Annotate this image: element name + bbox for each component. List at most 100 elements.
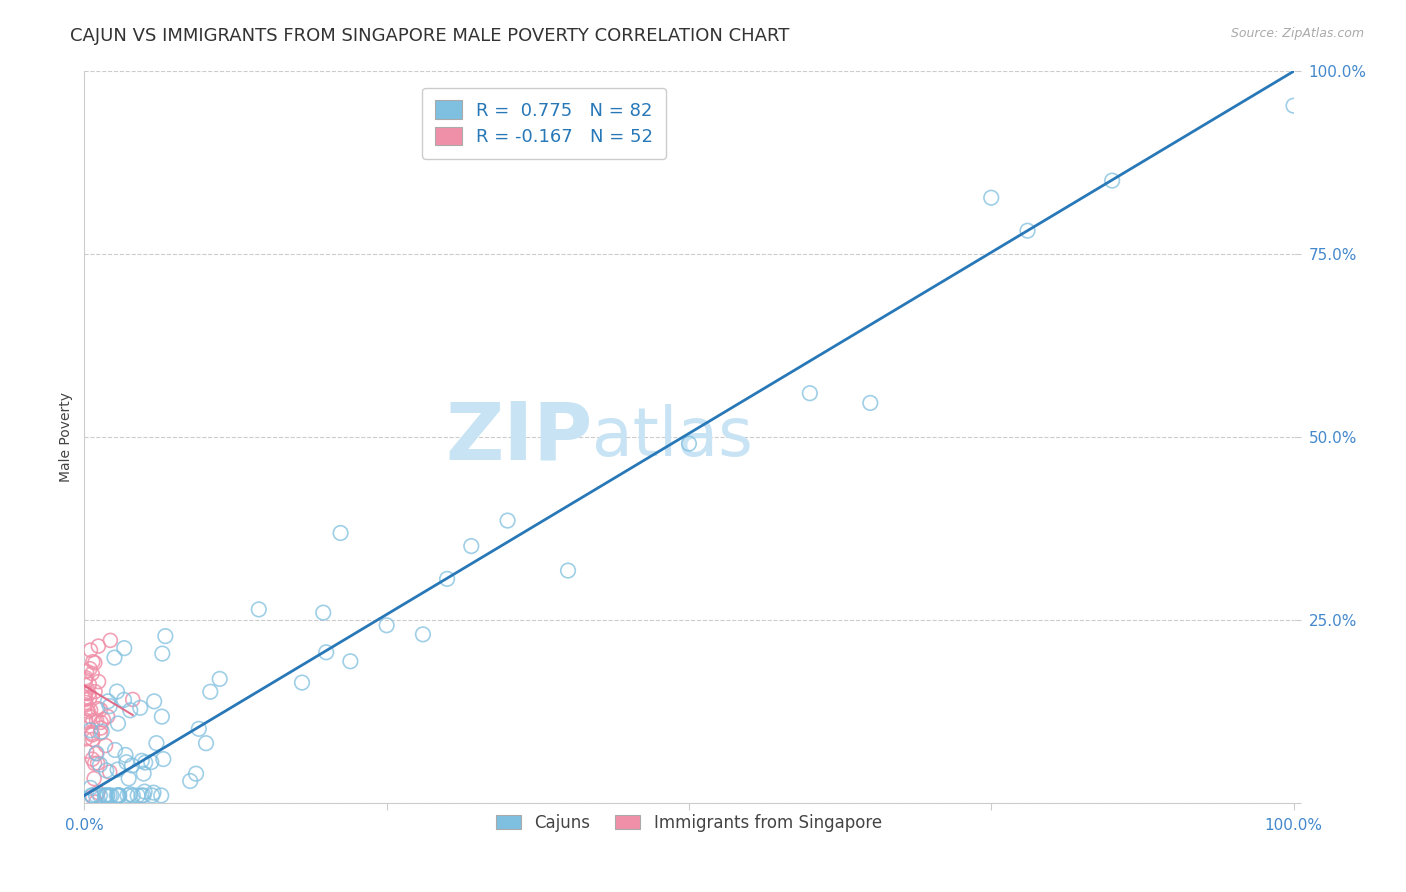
Point	[75, 698, 97, 712]
Point	[436, 572, 458, 586]
Point	[93, 789, 115, 803]
Point	[90, 724, 112, 739]
Point	[107, 763, 129, 777]
Point	[97, 709, 120, 723]
Point	[150, 709, 173, 723]
Point	[79, 677, 101, 691]
Point	[1017, 224, 1039, 238]
Text: CAJUN VS IMMIGRANTS FROM SINGAPORE MALE POVERTY CORRELATION CHART: CAJUN VS IMMIGRANTS FROM SINGAPORE MALE …	[70, 27, 790, 45]
Point	[107, 716, 129, 731]
Point	[79, 709, 101, 723]
Point	[75, 686, 97, 700]
Point	[107, 789, 129, 803]
Point	[83, 656, 105, 670]
Point	[141, 789, 163, 803]
Point	[142, 786, 165, 800]
Point	[96, 764, 118, 778]
Point	[82, 728, 104, 742]
Point	[75, 731, 97, 746]
Point	[77, 705, 100, 719]
Point	[89, 789, 111, 803]
Point	[150, 647, 173, 661]
Point	[75, 696, 97, 710]
Point	[496, 514, 519, 528]
Point	[75, 692, 97, 706]
Point	[82, 732, 104, 747]
Point	[97, 694, 120, 708]
Point	[79, 662, 101, 676]
Point	[184, 766, 207, 780]
Point	[112, 641, 135, 656]
Point	[291, 675, 314, 690]
Point	[150, 789, 173, 803]
Point	[82, 789, 104, 804]
Point	[75, 713, 97, 727]
Point	[98, 765, 121, 780]
Point	[77, 687, 100, 701]
Point	[195, 736, 218, 750]
Point	[89, 726, 111, 740]
Point	[75, 671, 97, 685]
Point	[980, 191, 1002, 205]
Point	[86, 746, 108, 760]
Point	[82, 789, 104, 803]
Point	[121, 758, 143, 772]
Point	[76, 665, 98, 679]
Point	[79, 780, 101, 795]
Point	[247, 602, 270, 616]
Point	[120, 703, 142, 717]
Point	[89, 703, 111, 717]
Point	[118, 772, 141, 786]
Point	[799, 386, 821, 401]
Point	[200, 685, 222, 699]
Text: atlas: atlas	[592, 404, 754, 470]
Point	[100, 789, 122, 803]
Point	[108, 789, 131, 803]
Point	[105, 684, 128, 698]
Point	[90, 721, 112, 735]
Point	[678, 436, 700, 450]
Y-axis label: Male Poverty: Male Poverty	[59, 392, 73, 482]
Point	[90, 715, 112, 730]
Point	[107, 789, 129, 803]
Point	[121, 789, 143, 803]
Point	[94, 739, 117, 753]
Point	[107, 789, 129, 803]
Point	[86, 714, 108, 728]
Point	[75, 673, 97, 687]
Point	[94, 789, 117, 803]
Point	[82, 714, 104, 728]
Point	[208, 672, 231, 686]
Point	[112, 693, 135, 707]
Point	[132, 789, 155, 803]
Point	[75, 714, 97, 729]
Point	[134, 784, 156, 798]
Point	[96, 789, 118, 803]
Point	[187, 722, 209, 736]
Point	[80, 789, 103, 803]
Point	[375, 618, 398, 632]
Point	[96, 789, 118, 803]
Point	[86, 756, 108, 771]
Point	[131, 789, 153, 803]
Point	[80, 726, 103, 740]
Point	[83, 772, 105, 786]
Point	[82, 752, 104, 766]
Point	[1282, 98, 1305, 112]
Point	[75, 690, 97, 705]
Point	[115, 755, 138, 769]
Point	[312, 606, 335, 620]
Point	[460, 539, 482, 553]
Point	[82, 655, 104, 669]
Point	[143, 694, 166, 708]
Point	[179, 774, 201, 789]
Point	[98, 699, 121, 714]
Point	[79, 723, 101, 738]
Point	[155, 629, 177, 643]
Point	[121, 692, 143, 706]
Point	[79, 691, 101, 706]
Point	[75, 686, 97, 700]
Point	[91, 713, 114, 727]
Point	[104, 743, 127, 757]
Point	[82, 666, 104, 681]
